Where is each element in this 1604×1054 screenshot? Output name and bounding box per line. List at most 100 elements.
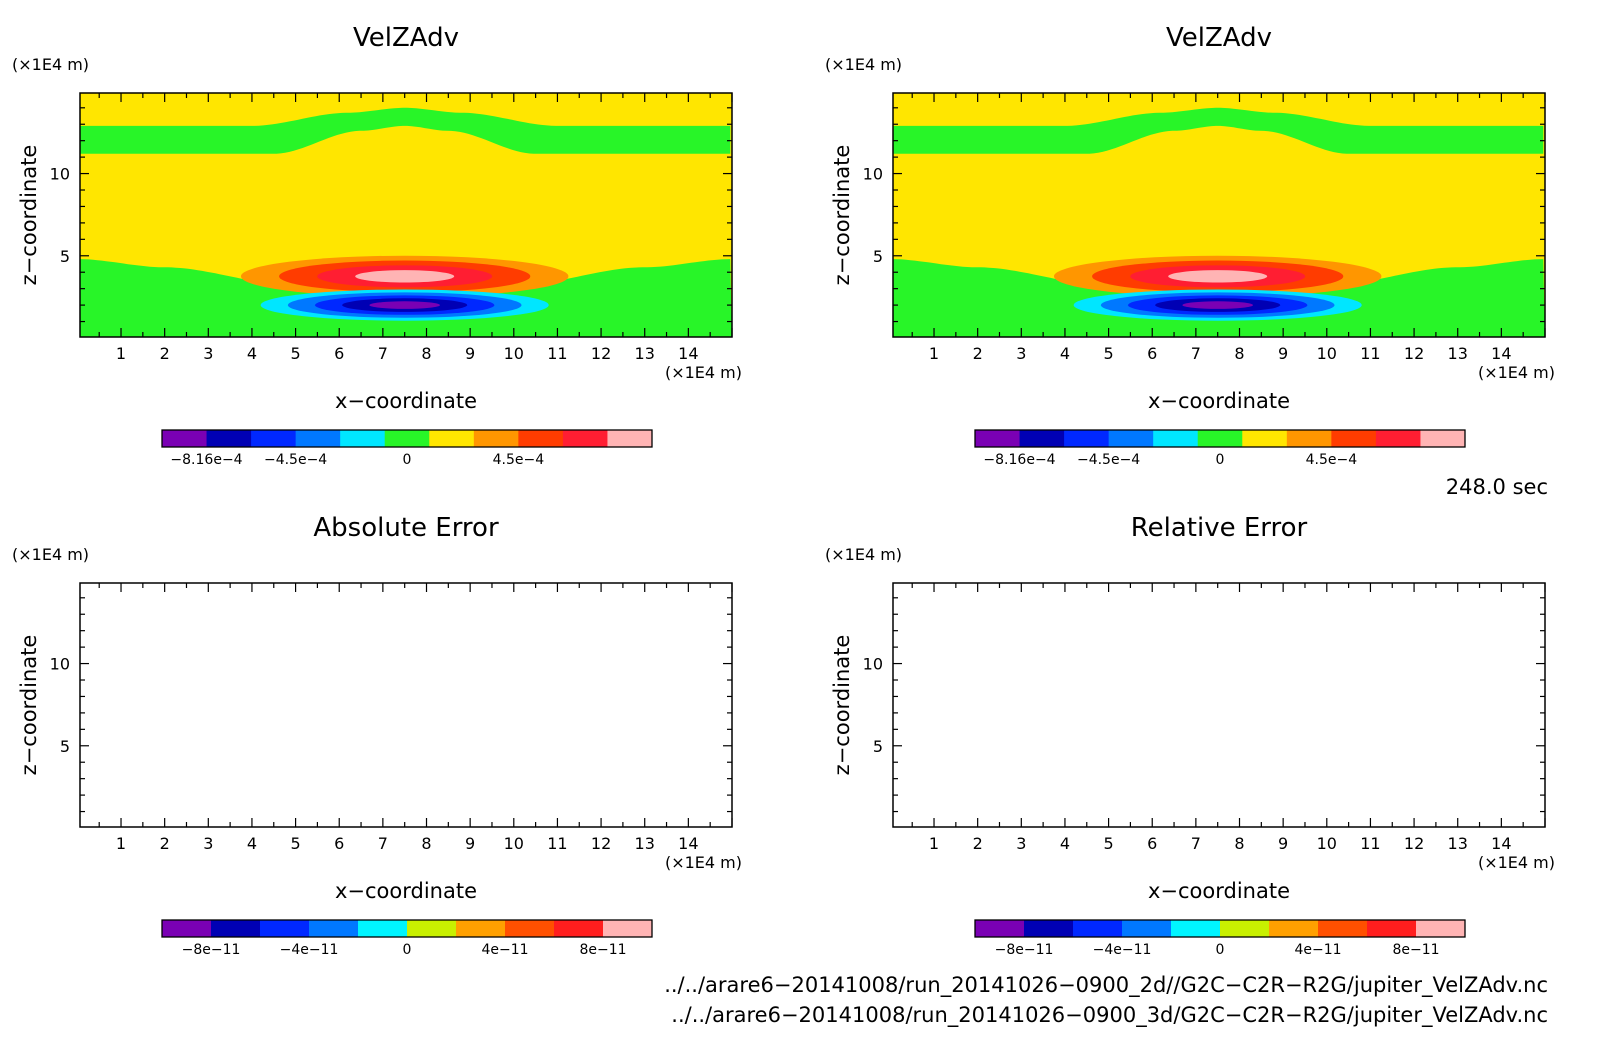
- colorbar-swatch: [1197, 430, 1243, 447]
- x-tick-label: 13: [1448, 834, 1468, 853]
- colorbar-frame: [974, 919, 1466, 938]
- x-tick-label: 8: [1234, 834, 1244, 853]
- colorbar-label: 0: [1216, 452, 1225, 468]
- x-tick-label: 10: [1317, 344, 1337, 363]
- colorbar-swatch: [162, 920, 212, 937]
- x-tick-label: 4: [247, 834, 257, 853]
- x-tick-label: 14: [678, 344, 698, 363]
- x-tick-label: 14: [678, 834, 698, 853]
- colorbar-swatch: [607, 430, 653, 447]
- colorbar-swatch: [1064, 430, 1110, 447]
- plot-area: [80, 93, 732, 337]
- colorbar-swatch: [340, 430, 386, 447]
- colorbar-label: 8e−11: [1392, 942, 1439, 958]
- z-unit-label: (×1E4 m): [825, 55, 902, 74]
- colorbar-label: 0: [403, 942, 412, 958]
- z-tick-label: 10: [50, 165, 70, 184]
- colorbar-label: 4e−11: [1294, 942, 1341, 958]
- x-unit-label: (×1E4 m): [665, 853, 742, 872]
- z-unit-label: (×1E4 m): [12, 545, 89, 564]
- x-tick-label: 11: [547, 344, 567, 363]
- colorbar-swatch: [554, 920, 604, 937]
- panel-title: VelZAdv: [353, 23, 459, 53]
- colorbar-frame: [161, 429, 653, 448]
- positive-lobe-ring-4: [1168, 270, 1268, 283]
- x-tick-label: 3: [1016, 834, 1026, 853]
- x-tick-label: 11: [1360, 344, 1380, 363]
- x-tick-label: 6: [334, 834, 344, 853]
- z-unit-label: (×1E4 m): [825, 545, 902, 564]
- x-tick-label: 3: [1016, 344, 1026, 363]
- colorbar-label: −8.16e−4: [983, 452, 1055, 468]
- x-tick-label: 7: [1191, 344, 1201, 363]
- plot-frame: [892, 582, 1546, 828]
- x-tick-label: 9: [465, 834, 475, 853]
- colorbar-swatch: [384, 430, 430, 447]
- colorbar-label: 8e−11: [579, 942, 626, 958]
- colorbar-frame: [974, 429, 1466, 448]
- x-tick-label: 10: [504, 344, 524, 363]
- plot-frame: [79, 582, 733, 828]
- z-axis-label: z−coordinate: [17, 635, 41, 776]
- colorbar-swatch: [562, 430, 608, 447]
- colorbar-swatch: [1318, 920, 1368, 937]
- green-upper-band: [80, 107, 731, 154]
- x-tick-label: 2: [973, 344, 983, 363]
- plot-frame: [79, 92, 733, 338]
- negative-lobe-ring-5: [369, 301, 440, 309]
- x-tick-label: 6: [1147, 344, 1157, 363]
- x-tick-label: 14: [1491, 834, 1511, 853]
- x-axis-label: x−coordinate: [1148, 389, 1290, 413]
- colorbar-label: 4.5e−4: [493, 452, 545, 468]
- z-tick-label: 10: [863, 165, 883, 184]
- file-path-3d: ../../arare6−20141008/run_20141026−0900_…: [671, 1003, 1548, 1028]
- z-axis-label: z−coordinate: [17, 145, 41, 286]
- green-upper-band: [893, 107, 1544, 154]
- z-tick-label: 5: [60, 247, 70, 266]
- colorbar-label: −8e−11: [995, 942, 1054, 958]
- x-tick-label: 2: [160, 344, 170, 363]
- x-tick-label: 5: [1103, 344, 1113, 363]
- x-unit-label: (×1E4 m): [1478, 363, 1555, 382]
- colorbar-label: −8e−11: [182, 942, 241, 958]
- x-tick-label: 5: [1103, 834, 1113, 853]
- z-tick-label: 10: [863, 655, 883, 674]
- x-tick-label: 12: [1404, 344, 1424, 363]
- colorbar-swatch: [211, 920, 261, 937]
- x-tick-label: 9: [465, 344, 475, 363]
- x-tick-label: 9: [1278, 344, 1288, 363]
- colorbar-swatch: [975, 430, 1021, 447]
- x-tick-label: 7: [1191, 834, 1201, 853]
- colorbar-swatch: [429, 430, 475, 447]
- x-tick-label: 2: [160, 834, 170, 853]
- colorbar-swatch: [1108, 430, 1154, 447]
- colorbar-swatch: [1420, 430, 1466, 447]
- x-tick-label: 1: [116, 344, 126, 363]
- colorbar-swatch: [473, 430, 519, 447]
- x-tick-label: 5: [290, 344, 300, 363]
- z-axis-label: z−coordinate: [830, 635, 854, 776]
- x-tick-label: 4: [1060, 834, 1070, 853]
- positive-lobe-ring-4: [355, 270, 455, 283]
- negative-lobe-ring-5: [1182, 301, 1253, 309]
- z-tick-label: 5: [60, 737, 70, 756]
- x-tick-label: 6: [1147, 834, 1157, 853]
- x-tick-label: 7: [378, 834, 388, 853]
- colorbar-swatch: [162, 430, 208, 447]
- colorbar-swatch: [295, 430, 341, 447]
- x-tick-label: 1: [929, 344, 939, 363]
- z-tick-label: 5: [873, 737, 883, 756]
- colorbar-swatch: [358, 920, 408, 937]
- x-axis-label: x−coordinate: [335, 389, 477, 413]
- time-label: 248.0 sec: [1446, 475, 1548, 499]
- colorbar-swatch: [1073, 920, 1123, 937]
- panel-title: Relative Error: [1131, 513, 1308, 543]
- z-tick-label: 5: [873, 247, 883, 266]
- colorbar-swatch: [1220, 920, 1270, 937]
- x-unit-label: (×1E4 m): [1478, 853, 1555, 872]
- colorbar-swatch: [1153, 430, 1199, 447]
- x-tick-label: 6: [334, 344, 344, 363]
